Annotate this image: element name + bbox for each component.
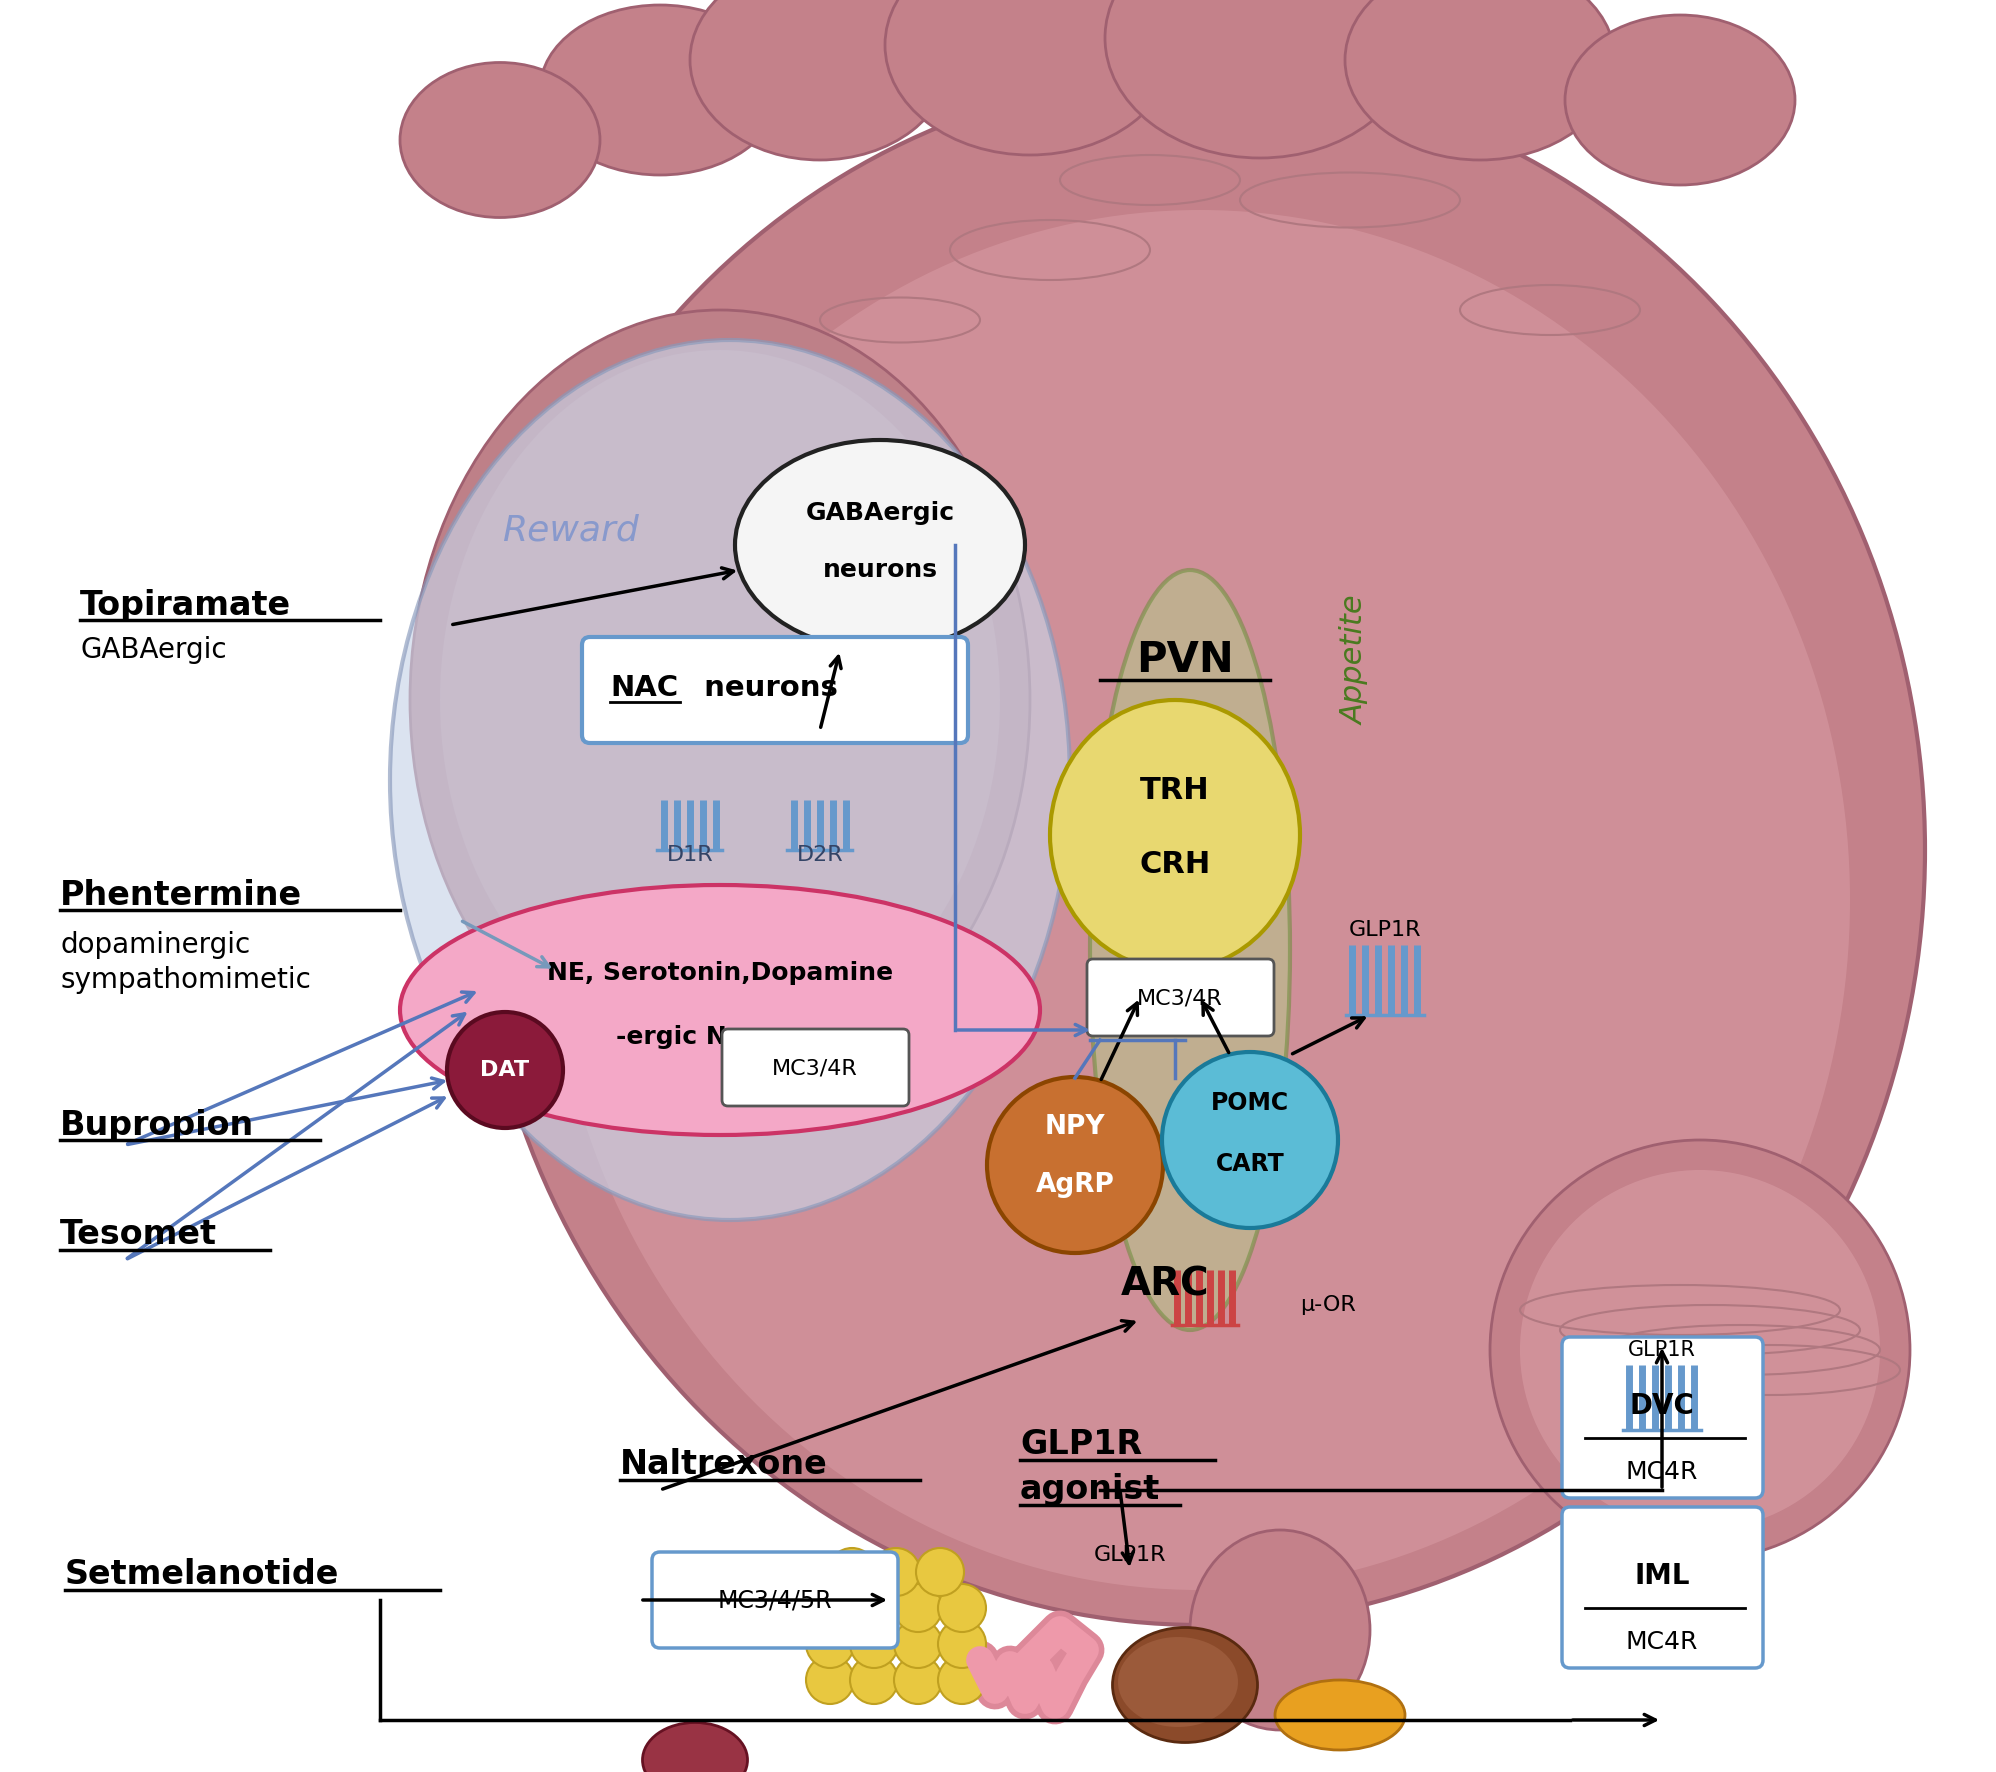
Text: D2R: D2R	[796, 845, 844, 865]
Text: Appetite: Appetite	[1341, 595, 1369, 725]
Text: sympathomimetic: sympathomimetic	[60, 966, 311, 994]
Circle shape	[894, 1620, 942, 1667]
Text: IML: IML	[1635, 1561, 1691, 1589]
Text: Phentermine: Phentermine	[60, 879, 301, 911]
Text: AgRP: AgRP	[1036, 1171, 1114, 1198]
Circle shape	[850, 1620, 898, 1667]
Text: neurons: neurons	[695, 673, 838, 702]
Ellipse shape	[551, 211, 1850, 1589]
Text: POMC: POMC	[1212, 1092, 1289, 1115]
Ellipse shape	[1565, 14, 1794, 184]
Circle shape	[806, 1584, 854, 1632]
Text: D1R: D1R	[667, 845, 713, 865]
Text: agonist: agonist	[1020, 1474, 1160, 1506]
Ellipse shape	[439, 351, 1000, 1051]
Text: ARC: ARC	[1120, 1265, 1210, 1304]
Text: NAC: NAC	[611, 673, 679, 702]
Text: TRH: TRH	[1140, 776, 1210, 804]
Circle shape	[872, 1549, 920, 1597]
Circle shape	[447, 1012, 563, 1129]
Ellipse shape	[1521, 1170, 1880, 1529]
Ellipse shape	[1345, 0, 1615, 159]
Text: GABAergic: GABAergic	[806, 501, 954, 525]
Ellipse shape	[1050, 700, 1299, 969]
Text: MC3/4R: MC3/4R	[772, 1058, 858, 1077]
Ellipse shape	[1489, 1139, 1910, 1559]
Ellipse shape	[1118, 1637, 1238, 1728]
Circle shape	[850, 1584, 898, 1632]
Ellipse shape	[409, 310, 1030, 1090]
Circle shape	[850, 1657, 898, 1705]
Text: GLP1R: GLP1R	[1629, 1340, 1697, 1359]
Text: CRH: CRH	[1140, 851, 1212, 879]
Text: -ergic Neurons: -ergic Neurons	[617, 1024, 824, 1049]
Circle shape	[938, 1584, 986, 1632]
Text: NPY: NPY	[1044, 1115, 1106, 1139]
Text: MC3/4R: MC3/4R	[1138, 989, 1224, 1008]
Ellipse shape	[643, 1722, 747, 1772]
Text: GLP1R: GLP1R	[1349, 920, 1421, 939]
Ellipse shape	[1106, 0, 1415, 158]
Text: MC4R: MC4R	[1627, 1460, 1699, 1483]
FancyBboxPatch shape	[653, 1552, 898, 1648]
Ellipse shape	[399, 884, 1040, 1136]
Text: Reward: Reward	[501, 514, 639, 548]
Circle shape	[1162, 1053, 1337, 1228]
FancyBboxPatch shape	[583, 636, 968, 742]
Circle shape	[894, 1584, 942, 1632]
FancyBboxPatch shape	[1088, 959, 1273, 1037]
Circle shape	[916, 1549, 964, 1597]
Text: MC3/4/5R: MC3/4/5R	[719, 1588, 832, 1613]
Text: neurons: neurons	[822, 558, 938, 581]
FancyBboxPatch shape	[1563, 1506, 1762, 1667]
Circle shape	[894, 1657, 942, 1705]
Text: MC4R: MC4R	[1627, 1630, 1699, 1653]
Text: Tesomet: Tesomet	[60, 1219, 218, 1251]
Circle shape	[938, 1657, 986, 1705]
Text: Naltrexone: Naltrexone	[621, 1448, 828, 1481]
FancyBboxPatch shape	[723, 1030, 908, 1106]
Text: GABAergic: GABAergic	[80, 636, 228, 664]
Text: GLP1R: GLP1R	[1094, 1545, 1166, 1565]
Text: DVC: DVC	[1629, 1393, 1695, 1419]
Text: PVN: PVN	[1136, 640, 1234, 680]
Ellipse shape	[389, 340, 1070, 1219]
Ellipse shape	[735, 439, 1026, 650]
Ellipse shape	[541, 5, 780, 175]
FancyBboxPatch shape	[1563, 1338, 1762, 1497]
Text: μ-OR: μ-OR	[1299, 1295, 1355, 1315]
Circle shape	[828, 1549, 876, 1597]
Ellipse shape	[1090, 571, 1289, 1331]
Text: Bupropion: Bupropion	[60, 1109, 253, 1141]
Ellipse shape	[691, 0, 950, 159]
Ellipse shape	[399, 62, 601, 218]
Ellipse shape	[1112, 1627, 1257, 1742]
Text: NE, Serotonin,Dopamine: NE, Serotonin,Dopamine	[547, 960, 892, 985]
Text: Topiramate: Topiramate	[80, 588, 291, 622]
Circle shape	[938, 1620, 986, 1667]
Text: DAT: DAT	[481, 1060, 529, 1079]
Text: GLP1R: GLP1R	[1020, 1428, 1142, 1462]
Ellipse shape	[1190, 1529, 1369, 1729]
Ellipse shape	[475, 74, 1924, 1625]
Text: dopaminergic: dopaminergic	[60, 930, 250, 959]
Circle shape	[986, 1077, 1164, 1253]
Ellipse shape	[884, 0, 1176, 154]
Ellipse shape	[1275, 1680, 1405, 1751]
Text: Setmelanotide: Setmelanotide	[66, 1559, 339, 1591]
Circle shape	[806, 1657, 854, 1705]
Circle shape	[806, 1620, 854, 1667]
Text: CART: CART	[1216, 1152, 1283, 1177]
